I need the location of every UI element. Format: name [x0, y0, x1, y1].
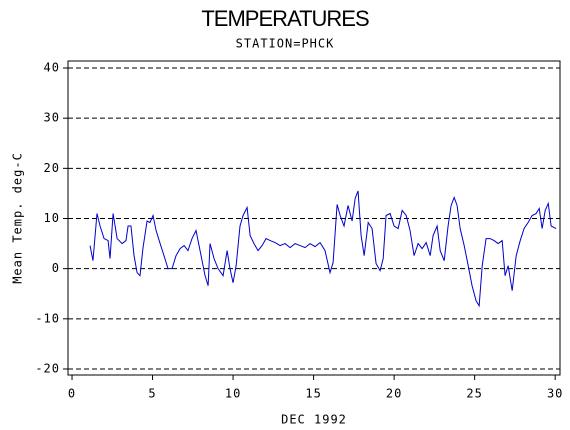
chart-subtitle: STATION=PHCK: [236, 37, 335, 51]
x-tick-label: 0: [68, 387, 76, 401]
y-tick-label: 0: [52, 261, 60, 275]
x-tick-label: 5: [148, 387, 156, 401]
data-line: [89, 190, 557, 308]
x-tick-label: 30: [547, 387, 563, 401]
x-tick-label: 20: [386, 387, 402, 401]
x-axis-label: DEC 1992: [281, 413, 347, 427]
y-tick-label: 30: [44, 111, 60, 125]
x-tick-label: 15: [305, 387, 321, 401]
y-tick-label: 20: [44, 161, 60, 175]
x-tick-label: 10: [225, 387, 241, 401]
chart-title: TEMPERATURES: [201, 6, 369, 31]
y-tick-label: -10: [35, 311, 60, 325]
y-tick-label: 40: [44, 61, 60, 75]
plot-frame: [67, 60, 561, 376]
y-axis-label: Mean Temp. deg-C: [11, 152, 25, 284]
y-tick-label: -20: [35, 361, 60, 375]
y-tick-label: 10: [44, 211, 60, 225]
x-tick-label: 25: [466, 387, 482, 401]
